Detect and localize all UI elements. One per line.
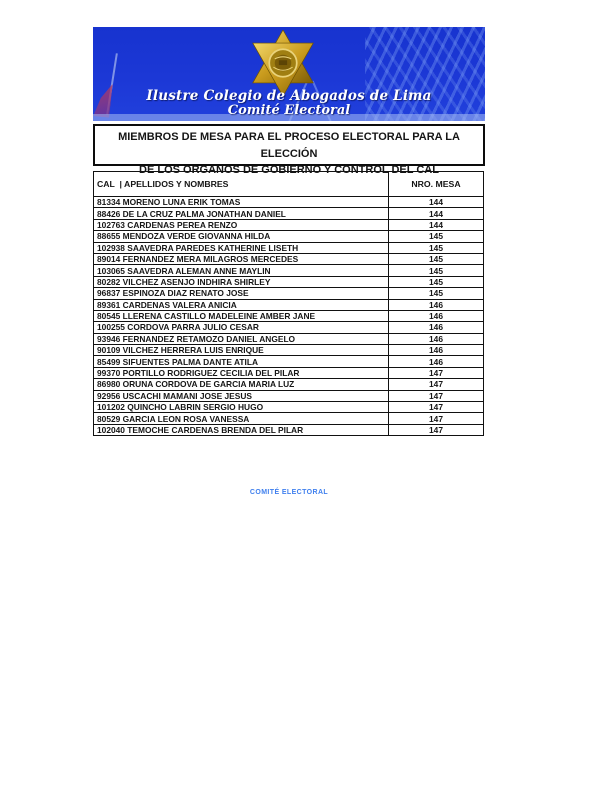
footer-label: COMITÉ ELECTORAL [249, 489, 329, 496]
mesa-cell: 146 [388, 309, 484, 323]
table-row: 102763 CARDENAS PEREA RENZO 144 [93, 218, 484, 232]
banner-light-band [93, 114, 485, 121]
table-row: 99370 PORTILLO RODRIGUEZ CECILIA DEL PIL… [93, 366, 484, 380]
mesa-cell: 146 [388, 298, 484, 311]
member-cell: 89361 CARDENAS VALERA ANICIA [93, 298, 389, 311]
mesa-cell: 147 [388, 412, 484, 425]
table-row: 103065 SAAVEDRA ALEMAN ANNE MAYLIN 145 [93, 264, 484, 277]
table-row: 88655 MENDOZA VERDE GIOVANNA HILDA 145 [93, 230, 484, 243]
member-cell: 102040 TEMOCHE CARDENAS BRENDA DEL PILAR [93, 423, 389, 437]
mesa-cell: 145 [388, 252, 484, 266]
mesa-cell: 144 [388, 218, 484, 232]
member-cell: 80282 VILCHEZ ASENJO INDHIRA SHIRLEY [93, 275, 389, 289]
mesa-cell: 144 [388, 207, 484, 220]
table-row: 96837 ESPINOZA DIAZ RENATO JOSE 145 [93, 287, 484, 300]
col-header-cal-apellidos: CAL | APELLIDOS Y NOMBRES [93, 171, 389, 197]
member-cell: 102938 SAAVEDRA PAREDES KATHERINE LISETH [93, 241, 389, 254]
palm-leaves-icon [365, 27, 485, 121]
mesa-cell: 146 [388, 355, 484, 368]
table-row: 80545 LLERENA CASTILLO MADELEINE AMBER J… [93, 309, 484, 323]
member-cell: 89014 FERNANDEZ MERA MILAGROS MERCEDES [93, 252, 389, 266]
member-cell: 80545 LLERENA CASTILLO MADELEINE AMBER J… [93, 309, 389, 323]
table-row: 89014 FERNANDEZ MERA MILAGROS MERCEDES 1… [93, 252, 484, 266]
member-cell: 85499 SIFUENTES PALMA DANTE ATILA [93, 355, 389, 368]
table-row: 85499 SIFUENTES PALMA DANTE ATILA 146 [93, 355, 484, 368]
mesa-cell: 146 [388, 321, 484, 334]
member-cell: 88655 MENDOZA VERDE GIOVANNA HILDA [93, 230, 389, 243]
mesa-cell: 145 [388, 275, 484, 289]
table-row: 102040 TEMOCHE CARDENAS BRENDA DEL PILAR… [93, 423, 484, 437]
table-row: 81334 MORENO LUNA ERIK TOMAS 144 [93, 195, 484, 209]
mesa-cell: 147 [388, 401, 484, 414]
table-row: 86980 ORUNA CORDOVA DE GARCIA MARIA LUZ … [93, 378, 484, 391]
member-cell: 88426 DE LA CRUZ PALMA JONATHAN DANIEL [93, 207, 389, 220]
mesa-cell: 144 [388, 195, 484, 209]
mesa-cell: 147 [388, 389, 484, 403]
member-cell: 102763 CARDENAS PEREA RENZO [93, 218, 389, 232]
table-body: 81334 MORENO LUNA ERIK TOMAS 144 88426 D… [93, 195, 484, 437]
mesa-cell: 145 [388, 287, 484, 300]
document-title: MIEMBROS DE MESA PARA EL PROCESO ELECTOR… [93, 124, 485, 176]
table-row: 89361 CARDENAS VALERA ANICIA 146 [93, 298, 484, 311]
member-cell: 92956 USCACHI MAMANI JOSE JESUS [93, 389, 389, 403]
table-row: 80282 VILCHEZ ASENJO INDHIRA SHIRLEY 145 [93, 275, 484, 289]
banner-subtitle: Comité Electoral [227, 103, 351, 118]
member-cell: 99370 PORTILLO RODRIGUEZ CECILIA DEL PIL… [93, 366, 389, 380]
member-cell: 80529 GARCIA LEON ROSA VANESSA [93, 412, 389, 425]
table-row: 80529 GARCIA LEON ROSA VANESSA 147 [93, 412, 484, 425]
table-header-row: CAL | APELLIDOS Y NOMBRES NRO. MESA [93, 171, 484, 197]
table-row: 100255 CORDOVA PARRA JULIO CESAR 146 [93, 321, 484, 334]
member-cell: 101202 QUINCHO LABRIN SERGIO HUGO [93, 401, 389, 414]
mesa-cell: 146 [388, 332, 484, 346]
table-row: 90109 VILCHEZ HERRERA LUIS ENRIQUE 146 [93, 344, 484, 357]
member-cell: 100255 CORDOVA PARRA JULIO CESAR [93, 321, 389, 334]
member-cell: 93946 FERNANDEZ RETAMOZO DANIEL ANGELO [93, 332, 389, 346]
title-line1: MIEMBROS DE MESA PARA EL PROCESO ELECTOR… [118, 131, 460, 160]
mesa-cell: 145 [388, 230, 484, 243]
mesa-table: CAL | APELLIDOS Y NOMBRES NRO. MESA 8133… [93, 171, 484, 437]
header-banner: Ilustre Colegio de Abogados de Lima Comi… [93, 27, 485, 121]
member-cell: 81334 MORENO LUNA ERIK TOMAS [93, 195, 389, 209]
mesa-cell: 147 [388, 423, 484, 437]
mesa-cell: 147 [388, 366, 484, 380]
banner-text: Ilustre Colegio de Abogados de Lima Comi… [93, 89, 485, 118]
mesa-cell: 145 [388, 264, 484, 277]
member-cell: 103065 SAAVEDRA ALEMAN ANNE MAYLIN [93, 264, 389, 277]
member-cell: 86980 ORUNA CORDOVA DE GARCIA MARIA LUZ [93, 378, 389, 391]
table-row: 92956 USCACHI MAMANI JOSE JESUS 147 [93, 389, 484, 403]
member-cell: 90109 VILCHEZ HERRERA LUIS ENRIQUE [93, 344, 389, 357]
table-row: 88426 DE LA CRUZ PALMA JONATHAN DANIEL 1… [93, 207, 484, 220]
mesa-cell: 145 [388, 241, 484, 254]
mesa-cell: 147 [388, 378, 484, 391]
mesa-cell: 146 [388, 344, 484, 357]
member-cell: 96837 ESPINOZA DIAZ RENATO JOSE [93, 287, 389, 300]
table-row: 101202 QUINCHO LABRIN SERGIO HUGO 147 [93, 401, 484, 414]
table-row: 102938 SAAVEDRA PAREDES KATHERINE LISETH… [93, 241, 484, 254]
table-row: 93946 FERNANDEZ RETAMOZO DANIEL ANGELO 1… [93, 332, 484, 346]
cal-star-logo-icon [252, 30, 314, 96]
col-header-nro-mesa: NRO. MESA [388, 171, 484, 197]
org-name: Ilustre Colegio de Abogados de Lima [146, 88, 432, 104]
